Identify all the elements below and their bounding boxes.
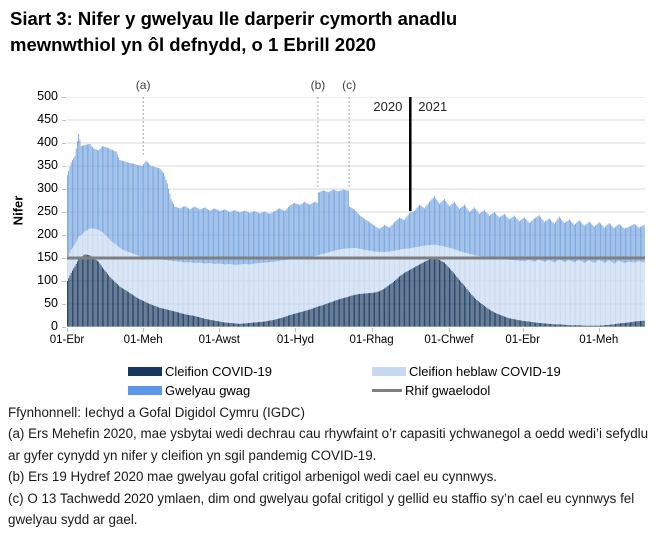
y-tick-label: 150 bbox=[37, 250, 58, 264]
legend-line-swatch bbox=[372, 389, 402, 392]
annotation-label-c: (c) bbox=[342, 78, 357, 92]
y-tick-mark bbox=[62, 189, 66, 190]
legend-item-4: Rhif gwaelodol bbox=[372, 383, 490, 398]
x-tick-label: 01-Ebr bbox=[505, 334, 540, 346]
y-tick-mark bbox=[62, 327, 66, 328]
legend-item-2: Cleifion heblaw COVID-19 bbox=[372, 364, 561, 379]
annotation-label-a: (a) bbox=[135, 78, 151, 92]
source-note: Ffynhonnell: Iechyd a Gofal Digidol Cymr… bbox=[8, 405, 305, 420]
legend-label: Gwelyau gwag bbox=[165, 383, 251, 398]
y-tick-mark bbox=[62, 281, 66, 282]
legend-color-swatch bbox=[128, 386, 162, 395]
page-title: Siart 3: Nifer y gwelyau lle darperir cy… bbox=[10, 8, 458, 29]
y-tick-label: 450 bbox=[37, 112, 58, 126]
year-label-2020: 2020 bbox=[373, 99, 403, 114]
footnote-1: (a) Ers Mehefin 2020, mae ysbytai wedi d… bbox=[8, 426, 649, 463]
x-tick-mark bbox=[67, 328, 68, 332]
y-tick-mark bbox=[62, 97, 66, 98]
y-tick-label: 0 bbox=[51, 319, 58, 333]
y-tick-label: 350 bbox=[37, 158, 58, 172]
y-tick-mark bbox=[62, 120, 66, 121]
y-tick-label: 250 bbox=[37, 204, 58, 218]
y-tick-mark bbox=[62, 166, 66, 167]
x-tick-label: 01-Ebr bbox=[49, 334, 85, 346]
y-tick-label: 500 bbox=[37, 89, 58, 103]
x-tick-mark bbox=[371, 328, 373, 332]
legend-label: Cleifion heblaw COVID-19 bbox=[409, 364, 561, 379]
legend-label: Cleifion COVID-19 bbox=[165, 364, 272, 379]
y-tick-label: 50 bbox=[44, 296, 58, 310]
x-tick-label: 01-Meh bbox=[123, 334, 163, 346]
x-tick-label: 01-Hyd bbox=[276, 334, 314, 346]
legend-color-swatch bbox=[128, 367, 162, 376]
footnote-3: (c) O 13 Tachwedd 2020 ymlaen, dim ond g… bbox=[8, 490, 635, 528]
legend-color-swatch bbox=[372, 367, 406, 376]
annotation-label-b: (b) bbox=[310, 78, 326, 92]
x-tick-mark bbox=[598, 328, 600, 332]
plot-area bbox=[67, 96, 645, 328]
legend-label: Rhif gwaelodol bbox=[405, 383, 491, 398]
footnotes: Ffynhonnell: Iechyd a Gofal Digidol Cymr… bbox=[8, 402, 656, 530]
year-label-2021: 2021 bbox=[418, 99, 448, 114]
y-tick-mark bbox=[62, 212, 66, 213]
y-tick-label: 100 bbox=[37, 273, 58, 287]
y-tick-mark bbox=[62, 143, 66, 144]
legend-item-1: Cleifion COVID-19 bbox=[128, 364, 272, 379]
y-tick-mark bbox=[62, 304, 66, 305]
y-tick-mark bbox=[62, 258, 66, 259]
x-tick-label: 01-Meh bbox=[579, 334, 619, 346]
x-tick-label: 01-Rhag bbox=[349, 334, 394, 346]
legend-item-3: Gwelyau gwag bbox=[128, 383, 250, 398]
page-title-line2: mewnwthiol yn ôl defnydd, o 1 Ebrill 202… bbox=[10, 34, 376, 55]
x-tick-mark bbox=[295, 328, 297, 332]
x-tick-mark bbox=[449, 328, 450, 332]
x-tick-label: 01-Chwef bbox=[424, 334, 474, 346]
x-tick-mark bbox=[219, 328, 221, 332]
y-tick-label: 300 bbox=[37, 181, 58, 195]
bars-canvas bbox=[67, 96, 645, 328]
x-tick-mark bbox=[522, 328, 524, 332]
footnote-2: (b) Ers 19 Hydref 2020 mae gwelyau gofal… bbox=[8, 469, 498, 485]
x-tick-label: 01-Awst bbox=[198, 334, 240, 346]
y-tick-label: 200 bbox=[37, 227, 58, 241]
y-tick-mark bbox=[62, 235, 66, 236]
y-tick-label: 400 bbox=[37, 135, 58, 149]
x-tick-mark bbox=[143, 328, 145, 332]
